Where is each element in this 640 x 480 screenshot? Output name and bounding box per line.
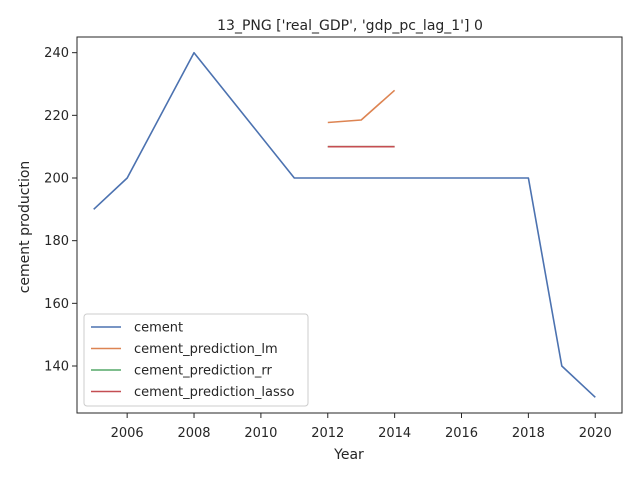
y-tick-label: 140 <box>44 360 69 375</box>
x-axis: 2006 2008 2010 2012 2014 2016 2018 2020 <box>111 413 612 441</box>
x-tick-label: 2020 <box>579 426 612 441</box>
y-tick-label: 160 <box>44 297 69 312</box>
legend-label: cement_prediction_lm <box>134 342 278 357</box>
x-tick-label: 2010 <box>244 426 277 441</box>
y-tick-label: 180 <box>44 234 69 249</box>
series-lines <box>93 51 596 398</box>
y-axis: 140 160 180 200 220 240 <box>44 46 77 375</box>
x-tick-label: 2012 <box>311 426 344 441</box>
x-tick-label: 2018 <box>512 426 545 441</box>
legend-label: cement_prediction_rr <box>134 364 272 379</box>
y-axis-label: cement production <box>17 161 33 294</box>
legend: cement cement_prediction_lm cement_predict… <box>83 313 309 407</box>
x-tick-label: 2014 <box>378 426 411 441</box>
x-tick-label: 2016 <box>445 426 478 441</box>
plot-area <box>76 36 623 414</box>
legend-label: cement_prediction_lasso <box>134 385 294 400</box>
x-axis-label: Year <box>333 447 364 463</box>
legend-box <box>83 313 309 407</box>
series-line-cement <box>93 51 596 398</box>
y-tick-label: 200 <box>44 172 69 187</box>
series-line-cement-prediction-lm <box>327 89 396 124</box>
x-tick-label: 2008 <box>177 426 210 441</box>
y-tick-label: 220 <box>44 109 69 124</box>
chart-title: 13_PNG ['real_GDP', 'gdp_pc_lag_1'] 0 <box>217 18 483 34</box>
x-tick-label: 2006 <box>111 426 144 441</box>
legend-label: cement <box>134 321 183 336</box>
y-tick-label: 240 <box>44 46 69 61</box>
